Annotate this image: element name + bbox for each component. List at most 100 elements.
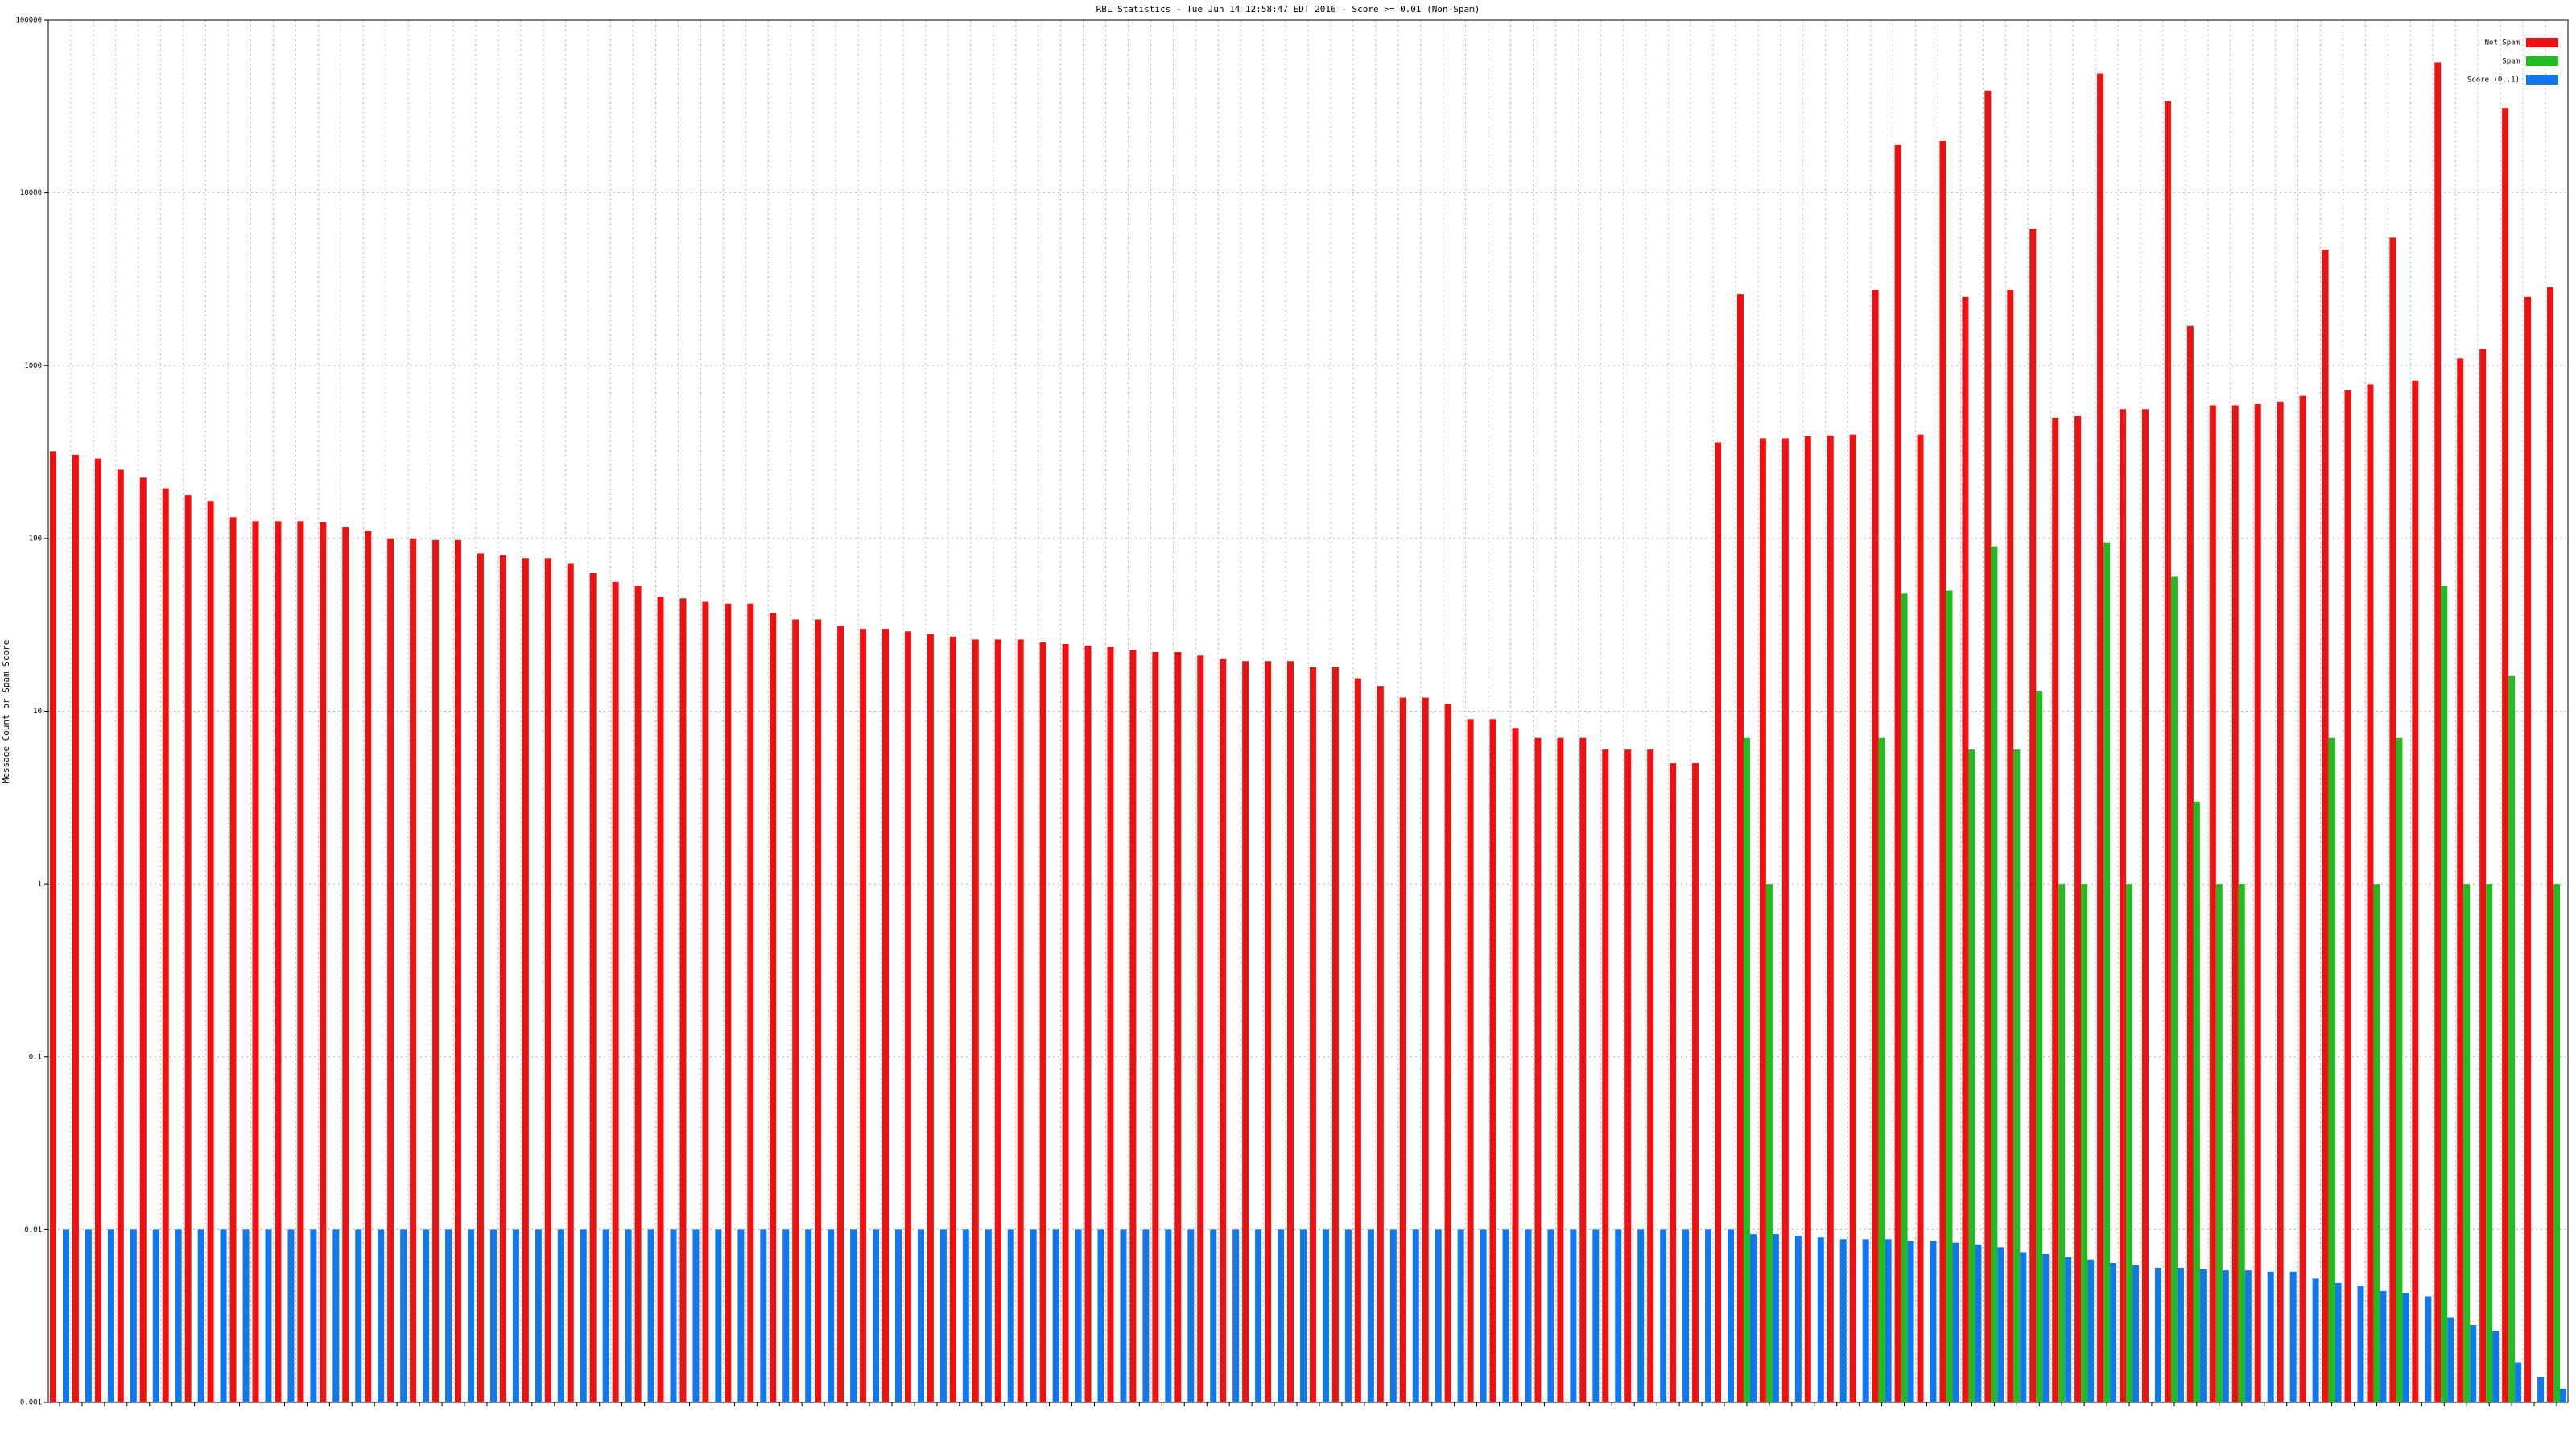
bar — [2389, 237, 2396, 1403]
y-axis-title: Message Count or Spam Score — [1, 640, 11, 784]
bar — [1557, 737, 1564, 1402]
bar — [2238, 884, 2245, 1402]
bar — [1930, 1241, 1937, 1402]
bar — [679, 598, 687, 1402]
bar — [1322, 1229, 1329, 1402]
bar — [62, 1229, 69, 1402]
bar — [2126, 884, 2133, 1402]
bar — [1907, 1241, 1914, 1402]
bar — [1399, 697, 1406, 1402]
legend-label: Score (0..1) — [2467, 76, 2520, 85]
y-tick-label: 100 — [29, 535, 42, 543]
bar — [1039, 642, 1046, 1402]
bar — [1917, 434, 1924, 1402]
bar — [625, 1229, 632, 1402]
bar — [1592, 1229, 1600, 1402]
bar — [2199, 1269, 2207, 1402]
bar — [1579, 737, 1587, 1402]
bar — [265, 1229, 272, 1402]
bar — [2103, 542, 2111, 1403]
bar — [2560, 1389, 2567, 1402]
bar — [1007, 1229, 1014, 1402]
bar — [1084, 645, 1092, 1402]
bar — [229, 517, 237, 1402]
bar — [139, 477, 147, 1402]
bar — [320, 522, 327, 1402]
bar — [423, 1229, 430, 1402]
bar — [2186, 325, 2194, 1402]
bar — [499, 555, 506, 1402]
bar — [1255, 1229, 1262, 1402]
bar — [410, 538, 417, 1402]
bar — [1715, 442, 1722, 1403]
bar — [197, 1229, 204, 1402]
bar — [275, 521, 282, 1402]
bar — [1670, 763, 1677, 1402]
bar — [1097, 1229, 1104, 1402]
bar — [1647, 749, 1654, 1402]
bar — [1174, 652, 1182, 1402]
legend-swatch — [2526, 56, 2558, 66]
bar — [2209, 405, 2216, 1402]
bar — [589, 572, 597, 1402]
bar — [2110, 1262, 2117, 1402]
bar — [1570, 1229, 1577, 1402]
bar — [477, 553, 484, 1402]
bar — [612, 581, 619, 1402]
bar — [949, 636, 956, 1402]
bar — [2508, 675, 2516, 1402]
bar — [94, 458, 101, 1402]
bar — [2231, 405, 2239, 1402]
bar — [1412, 1229, 1419, 1402]
bar — [2074, 416, 2082, 1403]
bar — [1331, 667, 1339, 1402]
bar — [1534, 737, 1542, 1402]
bar — [1817, 1237, 1824, 1402]
bar — [1444, 704, 1451, 1402]
bar — [2515, 1362, 2522, 1402]
bar — [1849, 434, 1856, 1402]
bar — [1885, 1239, 1892, 1402]
bar — [1952, 1242, 1959, 1402]
bar — [1660, 1229, 1667, 1402]
bar — [1197, 655, 1204, 1402]
bar — [220, 1229, 227, 1402]
bar — [130, 1229, 137, 1402]
bar — [1377, 686, 1384, 1402]
bar — [1894, 144, 1901, 1403]
bar — [184, 495, 192, 1402]
bar — [917, 1229, 924, 1402]
bar — [1984, 90, 1992, 1402]
bar — [310, 1229, 317, 1402]
bar — [2312, 1278, 2319, 1402]
legend-swatch — [2526, 38, 2558, 47]
bar — [1120, 1229, 1127, 1402]
bar — [2425, 1296, 2432, 1402]
bar — [2020, 1252, 2027, 1402]
bar — [2013, 749, 2021, 1402]
bar — [1772, 1234, 1779, 1402]
bar — [2299, 395, 2306, 1402]
bar — [2486, 884, 2493, 1402]
bar — [2470, 1325, 2477, 1402]
bar — [297, 521, 304, 1402]
bar — [432, 539, 440, 1403]
bar — [1804, 436, 1811, 1402]
bar — [815, 619, 822, 1402]
bar — [881, 629, 889, 1402]
bar — [602, 1229, 609, 1402]
bar — [1052, 1229, 1059, 1402]
bar — [1467, 719, 1474, 1402]
bar — [2357, 1286, 2364, 1402]
bar — [939, 1229, 947, 1402]
bar — [2524, 296, 2532, 1402]
bar — [1278, 1229, 1285, 1402]
bar — [468, 1229, 475, 1402]
bar — [1682, 1229, 1690, 1402]
bar — [2547, 287, 2554, 1403]
y-tick-label: 1000 — [24, 362, 42, 370]
bar — [692, 1229, 700, 1402]
bar — [2479, 349, 2487, 1402]
bar — [2065, 1257, 2072, 1402]
